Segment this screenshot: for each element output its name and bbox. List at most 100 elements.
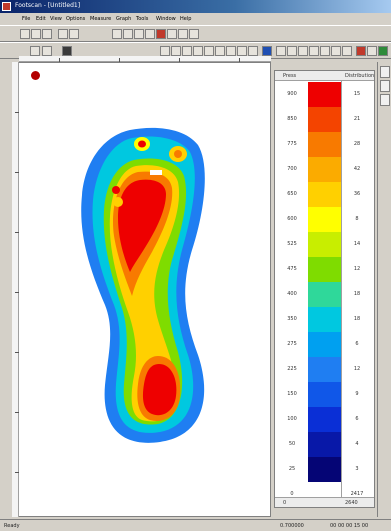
scale-count-label: 18 xyxy=(353,316,361,322)
scale-count-label: 15 xyxy=(353,91,361,97)
tool-o-icon[interactable] xyxy=(367,46,377,56)
status-mid: 0.700000 xyxy=(280,523,304,529)
menu-options[interactable]: Options xyxy=(66,16,86,22)
tool-c-icon[interactable] xyxy=(182,46,192,56)
forward-icon[interactable] xyxy=(178,29,188,39)
scale-value-label: 275 xyxy=(287,341,297,347)
black-square-icon[interactable] xyxy=(62,46,72,56)
tool-green-icon[interactable] xyxy=(378,46,388,56)
menu-bar: File Edit View Options Measure Graph Too… xyxy=(0,14,391,25)
grid-icon[interactable] xyxy=(215,46,225,56)
window-title: Footscan - [Untitled1] xyxy=(15,2,81,9)
scale-footer-left: 0 xyxy=(283,500,287,506)
scale-count-label: 4 xyxy=(355,441,359,447)
scale-color-swatch xyxy=(308,357,341,382)
scale-color-swatch xyxy=(308,407,341,432)
scale-color-swatch xyxy=(308,432,341,457)
tool-i-icon[interactable] xyxy=(287,46,297,56)
tool-n-icon[interactable] xyxy=(342,46,352,56)
rewind-icon[interactable] xyxy=(167,29,177,39)
tool-g-icon[interactable] xyxy=(248,46,258,56)
scale-color-swatch xyxy=(308,107,341,132)
scale-count-label: 3 xyxy=(355,466,359,472)
tool-m-icon[interactable] xyxy=(331,46,341,56)
tool-e-icon[interactable] xyxy=(204,46,214,56)
scale-count-label: 18 xyxy=(353,291,361,297)
record-indicator-dot xyxy=(31,71,40,80)
scale-value-label: 0 xyxy=(290,491,294,497)
scale-value-label: 525 xyxy=(287,241,297,247)
save-icon[interactable] xyxy=(42,29,52,39)
scale-header-left: Press xyxy=(283,73,297,79)
menu-window[interactable]: Window xyxy=(156,16,176,22)
scale-value-label: 400 xyxy=(287,291,297,297)
side-tab-1[interactable] xyxy=(380,66,390,78)
status-right: 00 00 00 15 00 xyxy=(330,523,369,529)
scale-count-label: 28 xyxy=(353,141,361,147)
menu-edit[interactable]: Edit xyxy=(36,16,46,22)
scale-count-label: 12 xyxy=(353,366,361,372)
scale-value-label: 350 xyxy=(287,316,297,322)
new-file-icon[interactable] xyxy=(20,29,30,39)
menu-tools[interactable]: Tools xyxy=(136,16,149,22)
menu-view[interactable]: View xyxy=(50,16,62,22)
scale-color-swatch xyxy=(308,382,341,407)
print-icon[interactable] xyxy=(58,29,68,39)
tool-red-icon[interactable] xyxy=(356,46,366,56)
tool-j-icon[interactable] xyxy=(298,46,308,56)
tool-h-icon[interactable] xyxy=(276,46,286,56)
tool-l-icon[interactable] xyxy=(320,46,330,56)
menu-file[interactable]: File xyxy=(22,16,31,22)
menu-help[interactable]: Help xyxy=(180,16,192,22)
pressure-scale-panel: Press Distribution 900 15 850 21 775 28 700 42 6… xyxy=(274,70,375,508)
table-icon[interactable] xyxy=(226,46,236,56)
end-icon[interactable] xyxy=(189,29,199,39)
record-red-icon[interactable] xyxy=(156,29,166,39)
open-file-icon[interactable] xyxy=(31,29,41,39)
tool-b-icon[interactable] xyxy=(171,46,181,56)
scale-value-label: 25 xyxy=(288,466,296,472)
scale-value-label: 100 xyxy=(287,416,297,422)
zoom-icon[interactable] xyxy=(42,46,52,56)
cursor-icon[interactable] xyxy=(30,46,40,56)
pause-icon[interactable] xyxy=(123,29,133,39)
status-left: Ready xyxy=(4,523,20,529)
scale-color-swatch xyxy=(308,307,341,332)
menu-graph[interactable]: Graph xyxy=(116,16,132,22)
scale-color-swatch xyxy=(308,132,341,157)
tool-a-icon[interactable] xyxy=(160,46,170,56)
scale-value-label: 775 xyxy=(287,141,297,147)
record-icon[interactable] xyxy=(112,29,122,39)
step-icon[interactable] xyxy=(145,29,155,39)
scale-count-label: 42 xyxy=(353,166,361,172)
menu-measure[interactable]: Measure xyxy=(90,16,112,22)
stop-icon[interactable] xyxy=(134,29,144,39)
scale-footer: 0 2640 xyxy=(275,497,374,507)
scale-color-swatch xyxy=(308,207,341,232)
scale-color-swatch xyxy=(308,157,341,182)
scale-value-label: 600 xyxy=(287,216,297,222)
scale-count-label: 21 xyxy=(353,116,361,122)
scale-count-label: 2417 xyxy=(350,491,364,497)
print-preview-icon[interactable] xyxy=(69,29,79,39)
scale-value-label: 700 xyxy=(287,166,297,172)
scale-header-right: Distribution xyxy=(345,73,375,79)
scale-value-label: 900 xyxy=(287,91,297,97)
blue-tool-icon[interactable] xyxy=(262,46,272,56)
scale-count-label: 6 xyxy=(355,416,359,422)
scale-value-label: 150 xyxy=(287,391,297,397)
toe-regions xyxy=(112,137,187,207)
scale-count-label: 9 xyxy=(355,391,359,397)
side-tab-3[interactable] xyxy=(380,94,390,106)
tool-f-icon[interactable] xyxy=(237,46,247,56)
scale-color-swatch xyxy=(308,82,341,107)
scale-footer-right: 2640 xyxy=(345,500,358,506)
foot-red-layer xyxy=(118,179,177,416)
tool-k-icon[interactable] xyxy=(309,46,319,56)
side-tab-2[interactable] xyxy=(380,80,390,92)
scale-count-label: 12 xyxy=(353,266,361,272)
scale-color-swatch xyxy=(308,182,341,207)
right-panel-strip xyxy=(377,62,391,517)
tool-d-icon[interactable] xyxy=(193,46,203,56)
scale-value-label: 650 xyxy=(287,191,297,197)
